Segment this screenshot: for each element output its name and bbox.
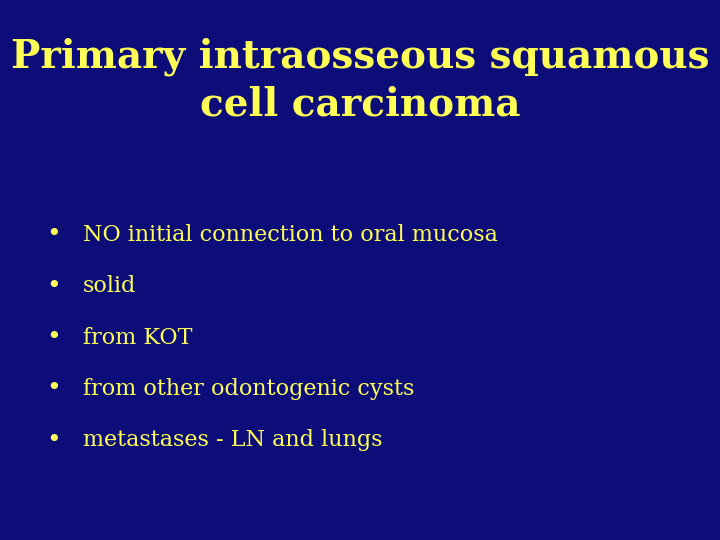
- Text: •: •: [47, 429, 61, 451]
- Text: •: •: [47, 326, 61, 349]
- Text: NO initial connection to oral mucosa: NO initial connection to oral mucosa: [83, 224, 498, 246]
- Text: metastases - LN and lungs: metastases - LN and lungs: [83, 429, 382, 451]
- Text: •: •: [47, 224, 61, 246]
- Text: from KOT: from KOT: [83, 327, 192, 348]
- Text: •: •: [47, 275, 61, 298]
- Text: from other odontogenic cysts: from other odontogenic cysts: [83, 378, 414, 400]
- Text: solid: solid: [83, 275, 136, 297]
- Text: Primary intraosseous squamous
cell carcinoma: Primary intraosseous squamous cell carci…: [11, 38, 709, 123]
- Text: •: •: [47, 377, 61, 400]
